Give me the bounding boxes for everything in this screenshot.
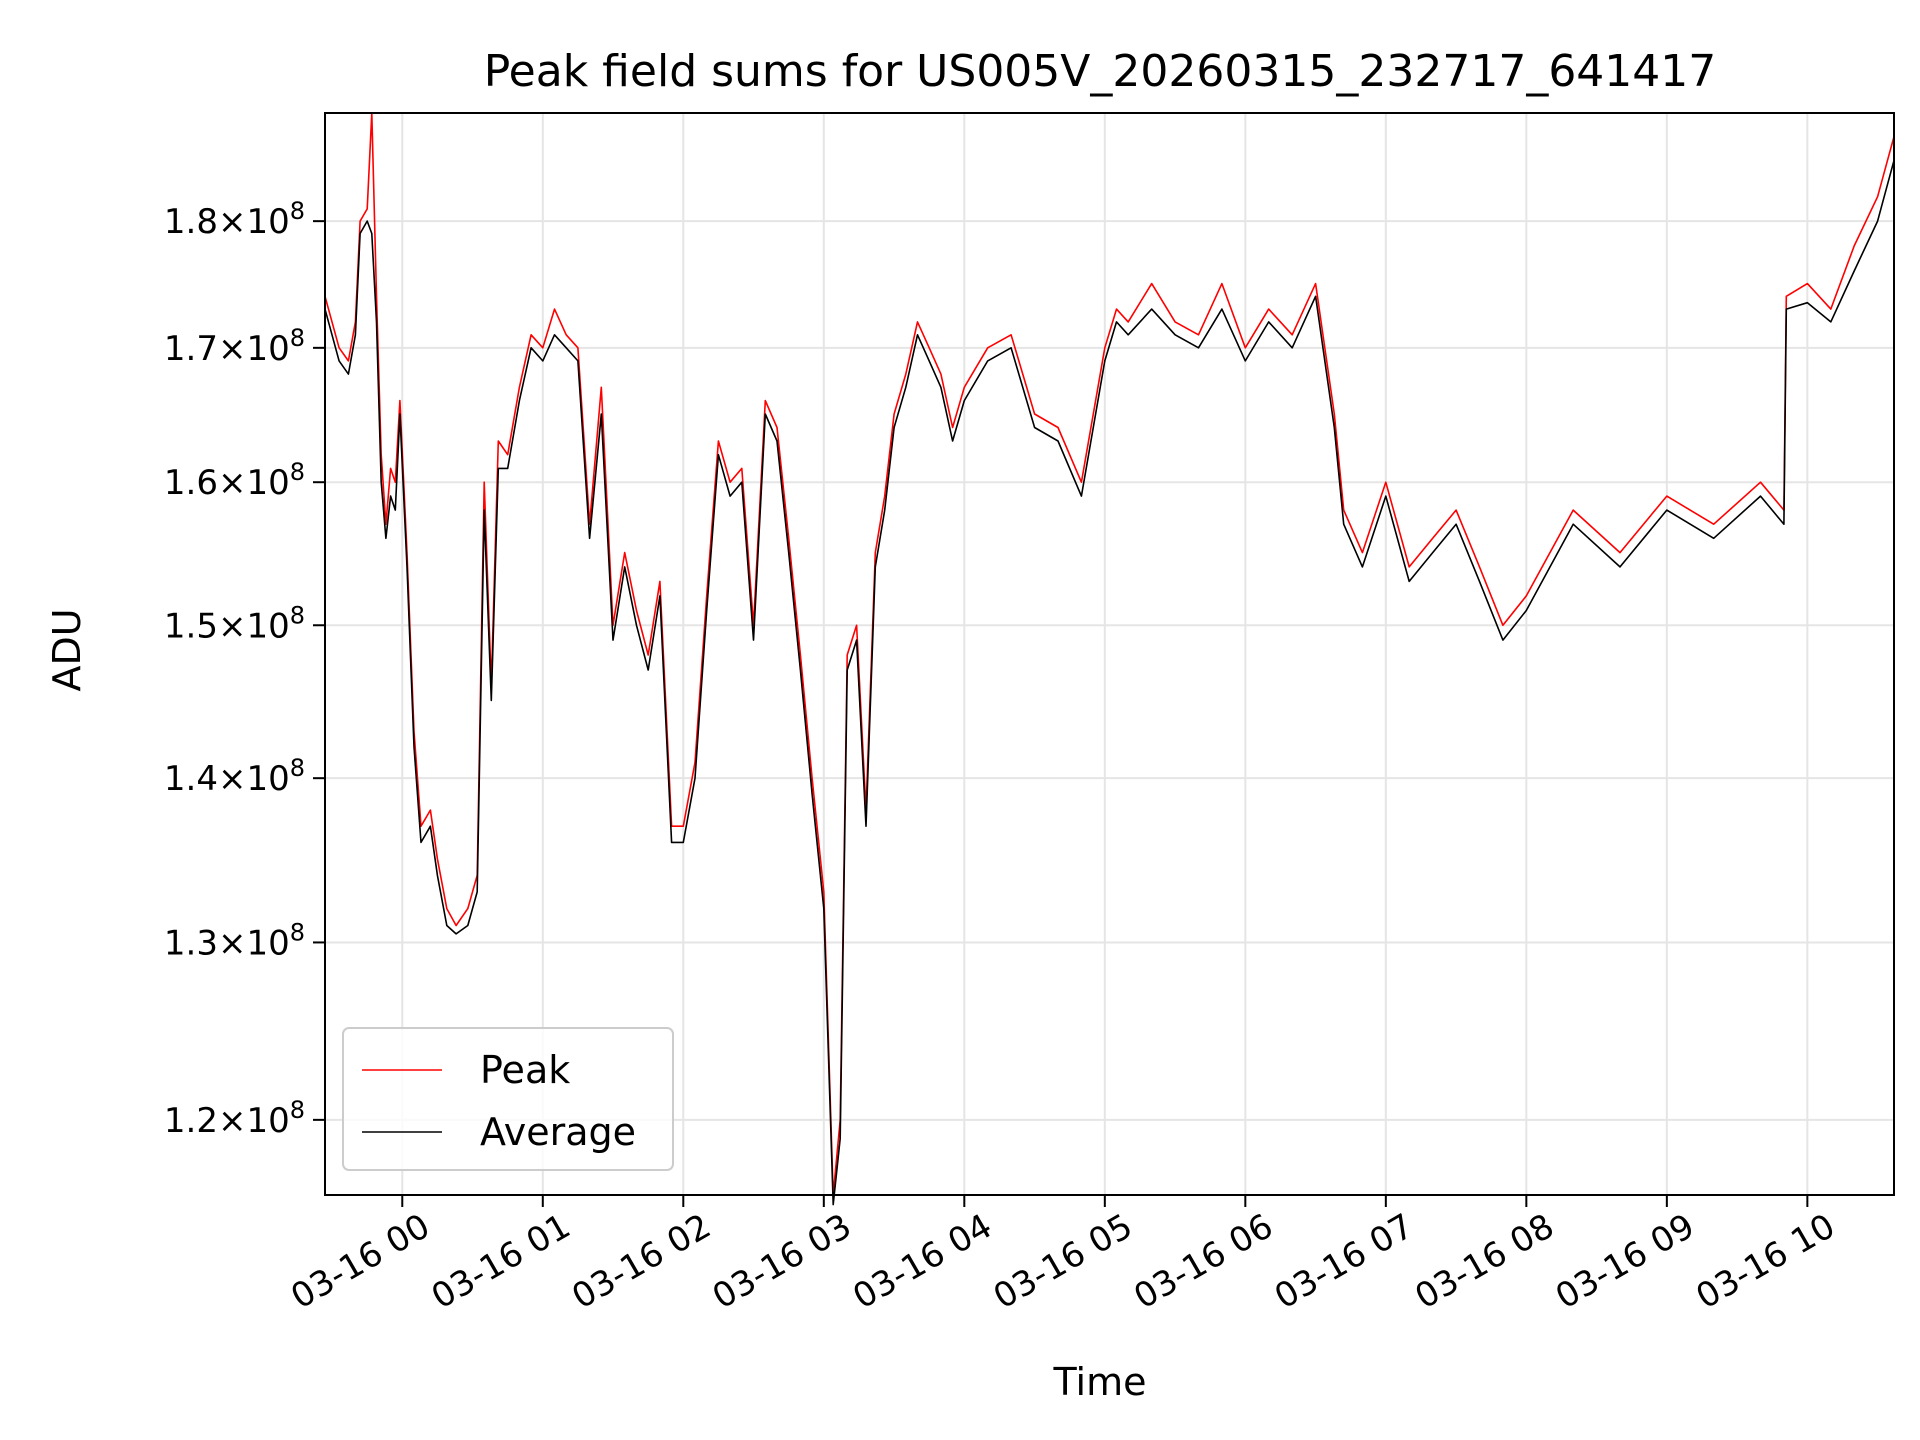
series-line-peak — [324, 112, 1895, 1196]
y-tick-label: 1.6×108 — [164, 458, 305, 503]
y-axis-label: ADU — [45, 608, 89, 691]
y-tick-mantissa: 1.7 — [164, 329, 218, 369]
y-tick-exponent: 8 — [290, 197, 305, 225]
y-tick-exponent: 8 — [290, 918, 305, 946]
y-tick-label: 1.5×108 — [164, 601, 305, 646]
legend-label-average: Average — [480, 1110, 636, 1154]
y-tick-mantissa: 1.2 — [164, 1101, 218, 1141]
y-axis: 1.2×108 1.3×108 1.4×108 1.5×108 1.6×108 1.7×1… — [164, 197, 325, 1141]
y-tick-exponent: 8 — [290, 754, 305, 782]
y-tick-mantissa: 1.3 — [164, 923, 218, 963]
y-tick-mantissa: 1.8 — [164, 202, 218, 242]
y-tick-mantissa: 1.4 — [164, 759, 218, 799]
series-line-average — [324, 160, 1895, 1206]
y-tick-label: 1.2×108 — [164, 1096, 305, 1141]
y-tick-exponent: 8 — [290, 458, 305, 486]
y-tick-label: 1.8×108 — [164, 197, 305, 242]
x-axis-label: Time — [1053, 1360, 1147, 1404]
y-tick-exponent: 8 — [290, 601, 305, 629]
y-tick-label: 1.7×108 — [164, 324, 305, 369]
series-layer — [324, 112, 1895, 1206]
chart-title: Peak field sums for US005V_20260315_2327… — [484, 46, 1717, 97]
legend-box — [342, 1027, 674, 1171]
y-tick-mantissa: 1.6 — [164, 463, 218, 503]
y-tick-label: 1.4×108 — [164, 754, 305, 799]
plot-frame — [324, 112, 1895, 1196]
y-tick-label: 1.3×108 — [164, 918, 305, 963]
legend-label-peak: Peak — [480, 1048, 570, 1092]
y-tick-exponent: 8 — [290, 1096, 305, 1124]
y-tick-mantissa: 1.5 — [164, 606, 218, 646]
y-tick-exponent: 8 — [290, 324, 305, 352]
legend: Peak Average — [342, 1027, 674, 1171]
